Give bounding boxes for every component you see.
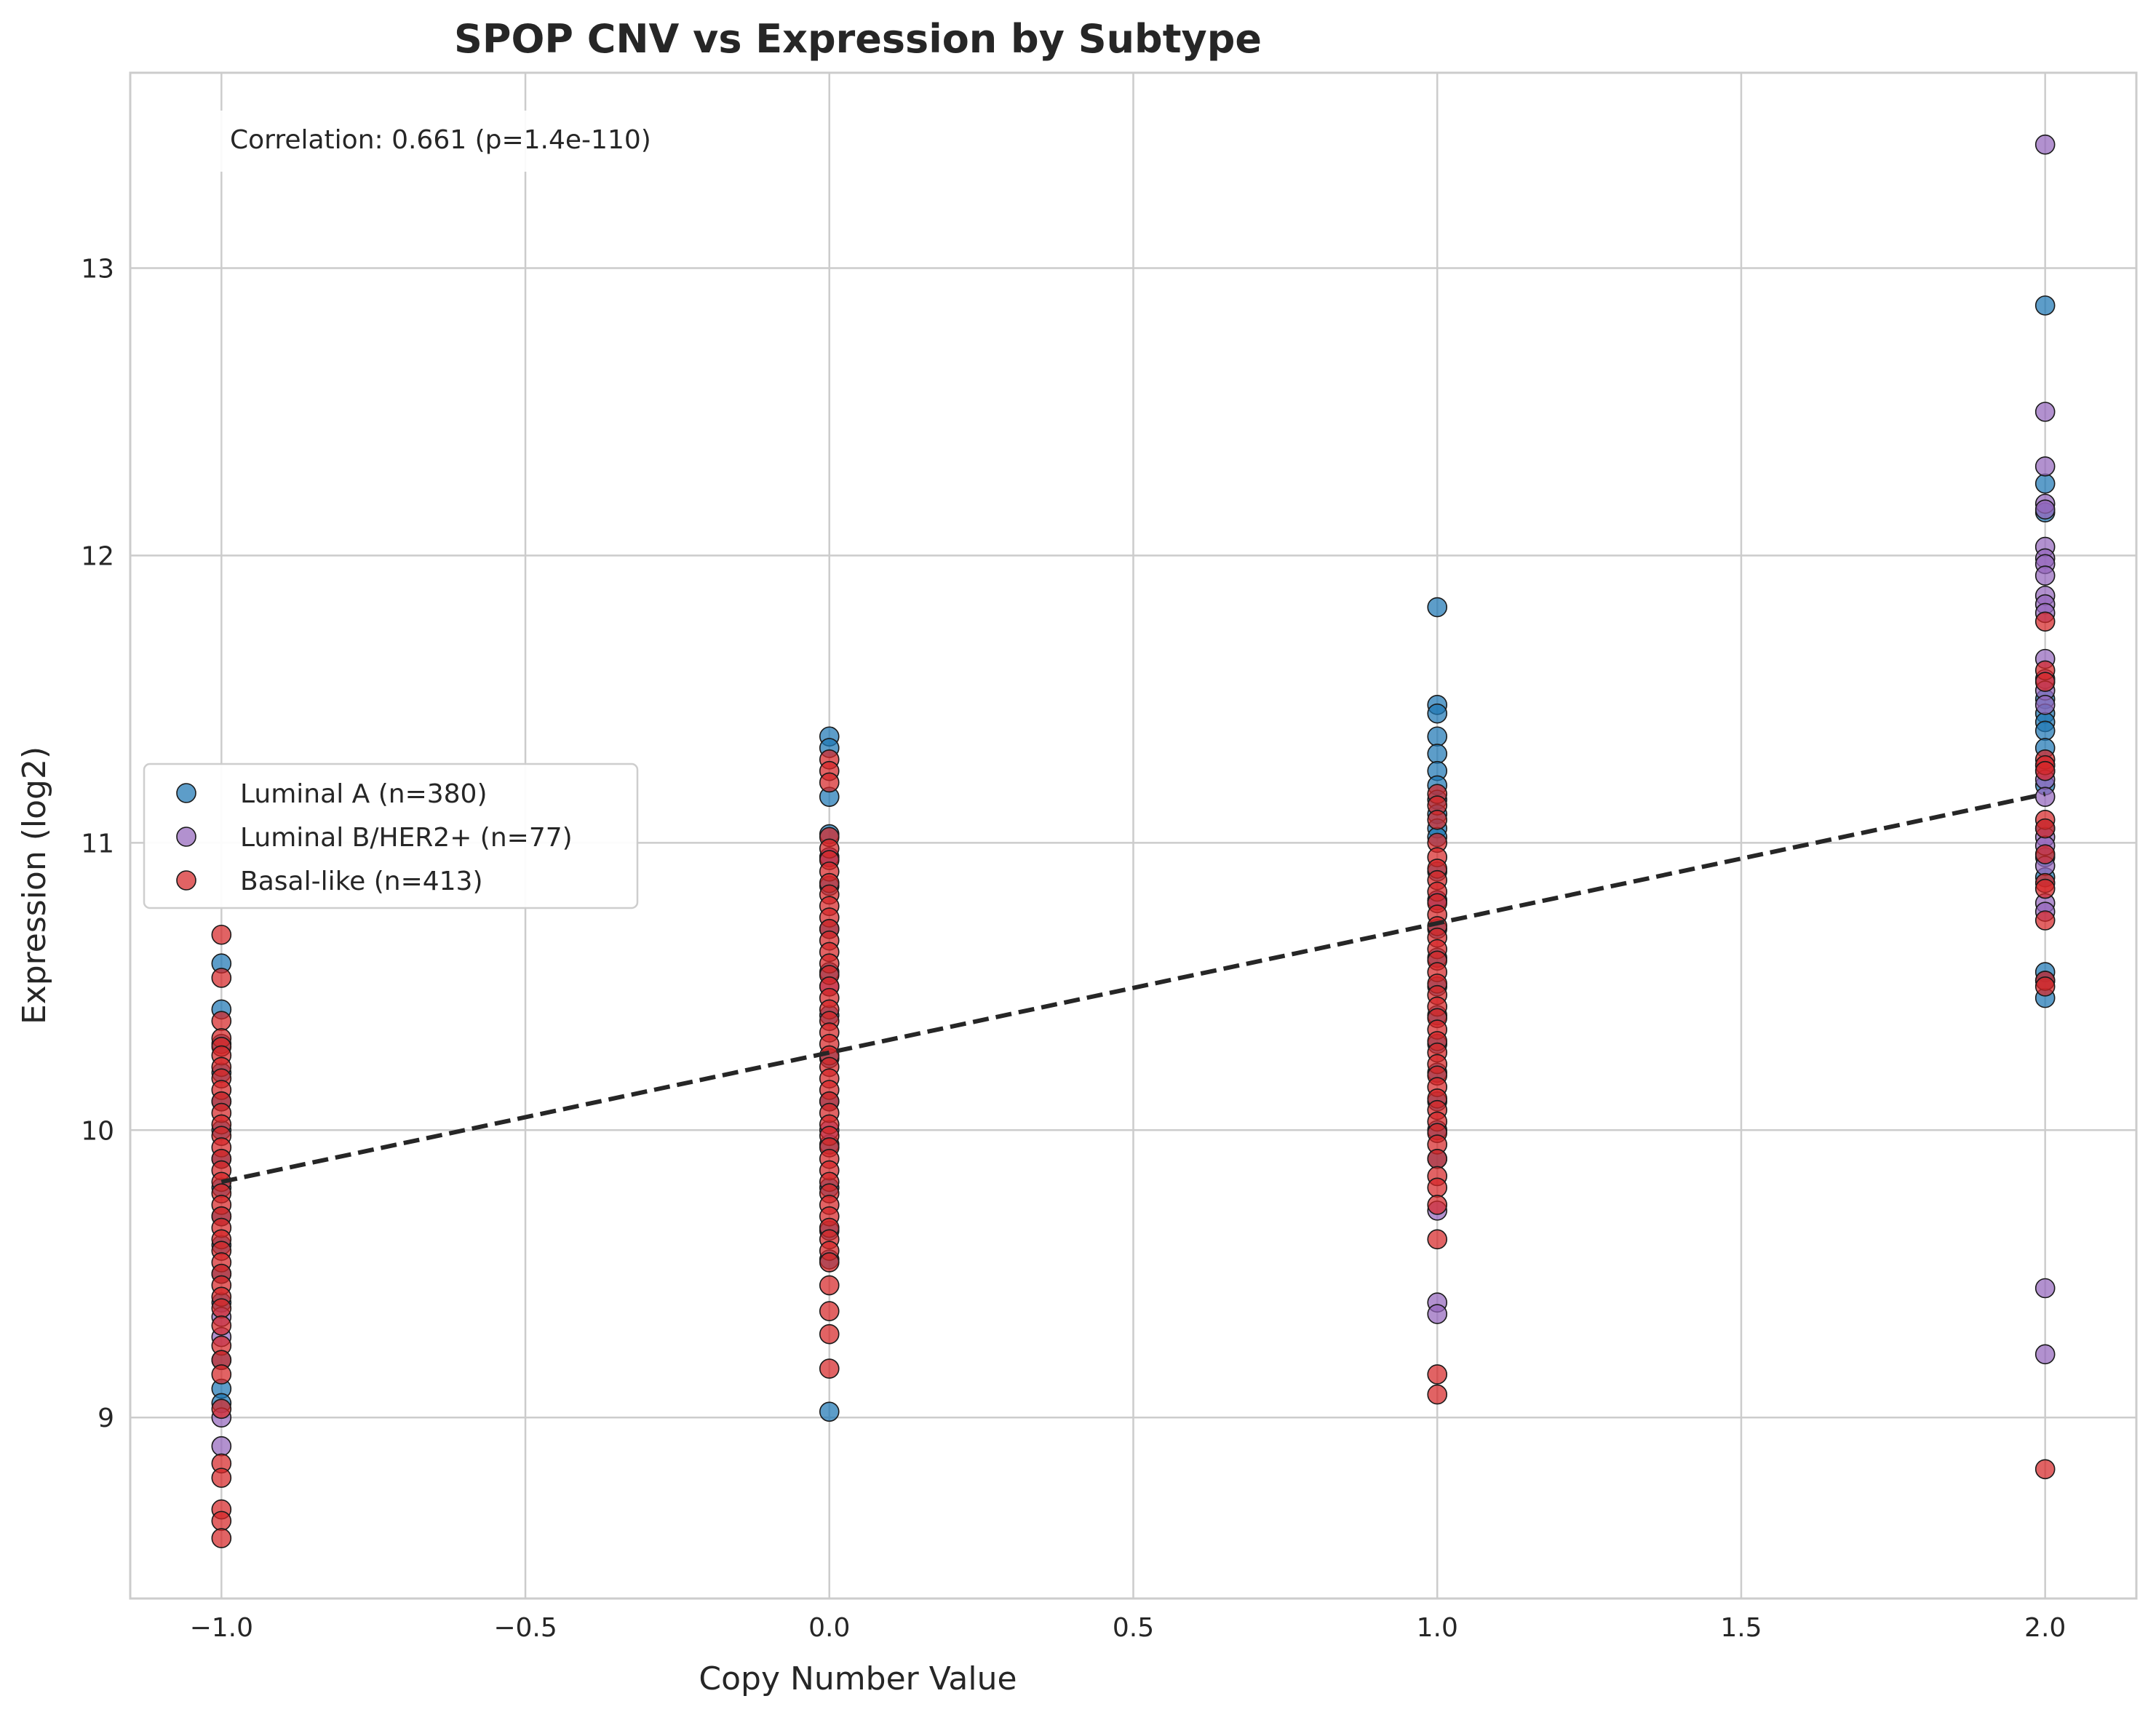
data-point (819, 1358, 840, 1379)
data-point (211, 924, 232, 945)
data-point (2034, 402, 2056, 422)
legend-marker (176, 783, 196, 803)
data-point (1427, 703, 1448, 724)
data-point (819, 1252, 840, 1273)
data-point (211, 1528, 232, 1548)
y-tick-label: 12 (81, 541, 114, 571)
annotation-background (215, 111, 712, 172)
data-point (1427, 1177, 1448, 1198)
legend: Luminal A (n=380) Luminal B/HER2+ (n=77) B… (143, 763, 639, 909)
x-tick-label: 2.0 (2024, 1613, 2066, 1643)
data-point (2034, 456, 2056, 477)
x-tick-label: 1.0 (1417, 1613, 1458, 1643)
data-point (211, 1468, 232, 1488)
legend-marker (176, 827, 196, 847)
x-tick-label: −0.5 (493, 1613, 557, 1643)
data-point (211, 1315, 232, 1336)
data-point (819, 1323, 840, 1345)
data-point (2034, 976, 2056, 997)
data-point (2034, 910, 2056, 931)
data-point (211, 1510, 232, 1532)
data-point (211, 1398, 232, 1420)
legend-marker (176, 870, 196, 891)
data-point (2034, 1459, 2056, 1480)
data-point (1427, 1229, 1448, 1250)
correlation-text: Correlation: 0.661 (p=1.4e-110) (230, 125, 651, 155)
y-tick-label: 9 (98, 1404, 114, 1433)
y-tick-label: 10 (81, 1116, 114, 1146)
data-point (1427, 1384, 1448, 1405)
data-point (1427, 1195, 1448, 1215)
trend-line (220, 792, 2046, 1185)
data-point (2034, 1278, 2056, 1299)
x-tick-label: −1.0 (190, 1613, 253, 1643)
legend-label: Luminal A (n=380) (240, 779, 488, 809)
series-3 (211, 611, 2056, 1548)
x-tick-label: 0.5 (1113, 1613, 1154, 1643)
data-point (2034, 1344, 2056, 1365)
data-point (1427, 1304, 1448, 1324)
data-point (2034, 473, 2056, 494)
x-axis-label: Copy Number Value (699, 1660, 1017, 1697)
data-points (211, 134, 2056, 1548)
data-point (1427, 809, 1448, 830)
chart-title: SPOP CNV vs Expression by Subtype (454, 16, 1262, 62)
y-tick-label: 13 (81, 255, 114, 284)
data-point (211, 1364, 232, 1385)
data-point (2034, 295, 2056, 316)
data-point (2034, 760, 2056, 781)
data-point (1427, 1148, 1448, 1169)
data-point (1427, 597, 1448, 618)
data-point (2034, 878, 2056, 899)
data-point (1427, 744, 1448, 764)
data-point (2034, 844, 2056, 864)
data-point (2034, 672, 2056, 693)
legend-box (143, 763, 639, 909)
data-point (819, 1401, 840, 1422)
data-point (1427, 1364, 1448, 1385)
legend-label: Luminal B/HER2+ (n=77) (240, 823, 573, 853)
y-axis-label: Expression (log2) (16, 746, 53, 1024)
data-point (819, 772, 840, 793)
data-point (2034, 695, 2056, 715)
data-point (2034, 134, 2056, 155)
y-tick-label: 11 (81, 829, 114, 859)
data-point (2034, 818, 2056, 839)
data-point (2034, 565, 2056, 586)
data-point (819, 1275, 840, 1296)
data-point (211, 1298, 232, 1318)
correlation-annotation: Correlation: 0.661 (p=1.4e-110) (215, 111, 712, 172)
tick-labels: −1.0 −0.5 0.0 0.5 1.0 1.5 2.0 9 10 11 12 13 (81, 255, 2066, 1643)
data-point (211, 1436, 232, 1457)
x-tick-label: 0.0 (808, 1613, 850, 1643)
legend-label: Basal-like (n=413) (240, 867, 483, 896)
data-point (2034, 787, 2056, 807)
plot-frame (129, 71, 2138, 1600)
data-point (2034, 499, 2056, 520)
x-tick-label: 1.5 (1720, 1613, 1762, 1643)
data-point (819, 1301, 840, 1321)
data-point (2034, 720, 2056, 741)
data-point (2034, 611, 2056, 632)
data-point (211, 1011, 232, 1032)
data-point (211, 968, 232, 988)
data-point (1427, 726, 1448, 747)
